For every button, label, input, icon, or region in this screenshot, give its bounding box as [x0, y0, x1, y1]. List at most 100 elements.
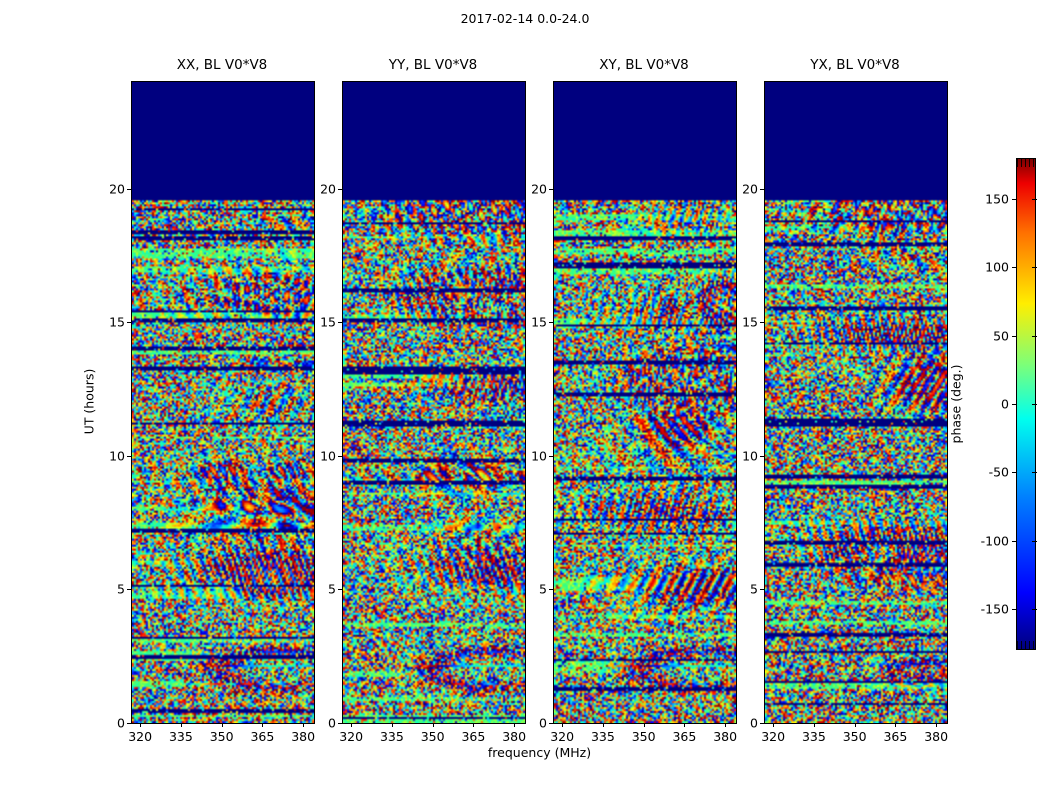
y-tick-mark — [127, 455, 131, 457]
colorbar-tick-mark — [1032, 404, 1037, 405]
colorbar-tick-mark — [1012, 267, 1017, 269]
x-tick-mark — [432, 723, 434, 727]
colorbar-tick-mark — [1032, 267, 1037, 269]
waterfall-image-xx[interactable] — [131, 81, 315, 724]
y-tick-label: 5 — [117, 581, 125, 597]
panel-xx: XX, BL V0*V8 320 335 350 365 380 0 5 10 15 20 — [109, 57, 315, 744]
colorbar-tick-mark — [1032, 609, 1037, 610]
x-tick-label: 320 — [761, 729, 786, 744]
waterfall-canvas-yy — [343, 82, 525, 723]
x-tick-label: 335 — [168, 729, 193, 744]
panel-title-yy: YY, BL V0*V8 — [388, 57, 478, 73]
y-tick-label: 0 — [750, 715, 758, 731]
colorbar-tick-mark — [1012, 540, 1017, 542]
x-tick-mark — [473, 723, 475, 727]
y-tick-mark — [760, 589, 764, 591]
x-tick-mark — [684, 723, 686, 727]
y-tick-label: 20 — [109, 181, 125, 197]
colorbar-tick-label: 50 — [993, 328, 1009, 344]
x-tick-label: 350 — [842, 729, 867, 744]
y-tick-mark — [127, 723, 131, 724]
x-tick-mark — [562, 723, 564, 727]
x-tick-label: 350 — [631, 729, 656, 744]
x-tick-mark — [140, 723, 142, 727]
y-tick-label: 15 — [320, 314, 336, 330]
y-tick-mark — [549, 322, 553, 324]
y-tick-mark — [338, 455, 342, 457]
panel-yy: YY, BL V0*V8 320 335 350 365 380 0 5 10 15 20 — [320, 57, 526, 744]
panel-title-xy: XY, BL V0*V8 — [599, 57, 689, 73]
x-tick-mark — [303, 723, 305, 727]
x-tick-mark — [936, 723, 938, 727]
y-tick-mark — [760, 723, 764, 724]
waterfall-image-yy[interactable] — [342, 81, 526, 724]
y-axis-label: UT (hours) — [81, 368, 97, 435]
waterfall-canvas-xy — [554, 82, 736, 723]
y-tick-mark — [760, 322, 764, 324]
y-tick-label: 20 — [742, 181, 758, 197]
colorbar-tick-mark — [1032, 335, 1037, 337]
y-tick-mark — [549, 188, 553, 190]
colorbar-tick-mark — [1012, 199, 1017, 200]
x-tick-label: 365 — [250, 729, 275, 744]
x-tick-mark — [221, 723, 223, 727]
y-tick-label: 20 — [531, 181, 547, 197]
y-tick-mark — [338, 322, 342, 324]
x-tick-mark — [725, 723, 727, 727]
x-tick-mark — [854, 723, 856, 727]
y-tick-label: 0 — [539, 715, 547, 731]
x-tick-mark — [895, 723, 897, 727]
y-tick-label: 20 — [320, 181, 336, 197]
colorbar-tick-mark — [1012, 404, 1017, 405]
colorbar-tick-mark — [1032, 472, 1037, 474]
colorbar-end-hatch — [1017, 641, 1035, 649]
x-tick-label: 380 — [291, 729, 316, 744]
colorbar-tick-label: 100 — [985, 259, 1009, 275]
waterfall-image-xy[interactable] — [553, 81, 737, 724]
x-tick-label: 380 — [502, 729, 527, 744]
colorbar-tick-mark — [1012, 335, 1017, 337]
y-tick-label: 0 — [117, 715, 125, 731]
x-tick-mark — [391, 723, 393, 727]
x-tick-label: 380 — [713, 729, 738, 744]
x-tick-label: 365 — [461, 729, 486, 744]
y-tick-mark — [338, 723, 342, 724]
y-tick-label: 15 — [109, 314, 125, 330]
x-tick-label: 350 — [209, 729, 234, 744]
colorbar-tick-mark — [1012, 472, 1017, 474]
x-tick-mark — [514, 723, 516, 727]
x-tick-label: 350 — [420, 729, 445, 744]
colorbar-tick-mark — [1012, 609, 1017, 610]
y-tick-mark — [760, 455, 764, 457]
y-tick-label: 10 — [742, 448, 758, 464]
y-tick-label: 5 — [328, 581, 336, 597]
colorbar-label: phase (deg.) — [948, 364, 964, 444]
x-tick-label: 335 — [801, 729, 826, 744]
panel-xy: XY, BL V0*V8 320 335 350 365 380 0 5 10 15 20 — [531, 57, 737, 744]
x-tick-mark — [813, 723, 815, 727]
x-tick-label: 335 — [379, 729, 404, 744]
x-tick-label: 365 — [883, 729, 908, 744]
y-tick-label: 10 — [531, 448, 547, 464]
y-tick-mark — [549, 455, 553, 457]
y-tick-mark — [338, 589, 342, 591]
colorbar-tick-label: -100 — [980, 533, 1009, 549]
x-tick-label: 320 — [550, 729, 575, 744]
colorbar[interactable]: phase (deg.) 150 100 50 0 -50 -100 -150 — [949, 158, 1037, 650]
y-tick-label: 10 — [109, 448, 125, 464]
y-tick-label: 5 — [750, 581, 758, 597]
colorbar-end-hatch — [1017, 159, 1035, 167]
colorbar-tick-mark — [1032, 540, 1037, 542]
x-tick-mark — [180, 723, 182, 727]
y-tick-mark — [549, 723, 553, 724]
x-tick-label: 365 — [672, 729, 697, 744]
y-tick-mark — [127, 188, 131, 190]
x-tick-label: 335 — [590, 729, 615, 744]
x-tick-mark — [773, 723, 775, 727]
colorbar-tick-label: -50 — [988, 464, 1009, 480]
panel-title-xx: XX, BL V0*V8 — [176, 57, 268, 73]
x-tick-label: 380 — [924, 729, 949, 744]
x-tick-label: 320 — [339, 729, 364, 744]
waterfall-image-yx[interactable] — [764, 81, 948, 724]
